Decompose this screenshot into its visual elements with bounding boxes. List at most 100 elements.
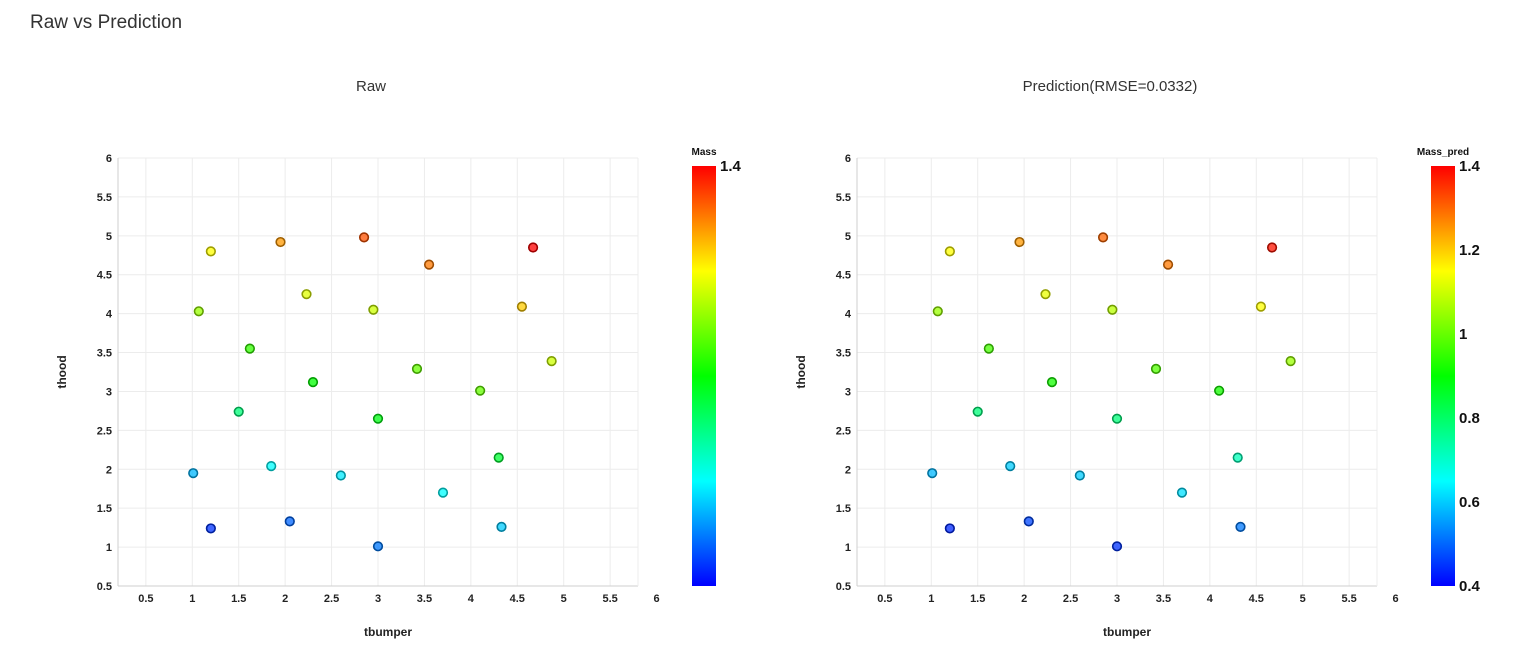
scatter-point [493,452,504,463]
scatter-point [284,516,295,527]
colorbar-tick-label: 1 [1459,326,1467,343]
colorbar-tick-label: 0.6 [1459,494,1480,511]
x-tick-label: 6 [654,593,660,605]
y-tick-label: 5 [845,231,851,243]
x-tick-label: 3 [1114,593,1120,605]
x-tick-label: 2 [282,593,288,605]
chart-0: 0.5 1 1.5 2 2.5 3 3.5 4 4.5 5 5.5 6 0.5 1 1.5 2 2.5 3 3.5 4… [55,147,742,639]
y-tick-label: 1 [845,542,851,554]
scatter-point [1074,470,1085,481]
scatter-point [1266,242,1278,253]
x-tick-label: 1.5 [970,593,985,605]
x-tick-label: 3 [375,593,381,605]
chart-1: 0.5 1 1.5 2 2.5 3 3.5 4 4.5 5 5.5 6 0.5 1 1.5 2 2.5 3 3.5 4… [794,147,1481,639]
x-tick-label: 4 [1207,593,1214,605]
scatter-point [1107,304,1118,315]
y-tick-label: 1.5 [836,503,851,515]
x-tick-label: 2.5 [324,593,339,605]
y-tick-label: 1.5 [97,503,112,515]
chart-title-prediction: Prediction(RMSE=0.0332) [1022,78,1198,95]
scatter-point [527,242,539,253]
scatter-point [193,306,204,317]
colorbar-tick-label: 0.4 [1459,578,1481,595]
scatter-point [188,468,199,479]
scatter-point [1176,487,1188,498]
scatter-point [301,289,312,300]
scatter-point [411,363,423,374]
scatter-point [307,377,319,388]
x-tick-label: 2.5 [1063,593,1078,605]
x-tick-label: 4 [468,593,475,605]
x-axis-label: tbumper [1103,625,1151,639]
y-tick-label: 4 [106,309,113,321]
colorbar-title: Mass_pred [1417,147,1469,158]
scatter-point [1005,461,1016,472]
scatter-point [1285,356,1296,367]
y-axis-label: thood [794,355,808,388]
scatter-point [266,461,277,472]
y-tick-label: 4.5 [836,270,851,282]
colorbar-tick-label: 1.4 [1459,158,1481,175]
x-tick-label: 5.5 [1341,593,1356,605]
scatter-point [423,259,435,270]
colorbar-tick-label: 1.2 [1459,242,1480,259]
scatter-point [1046,377,1058,388]
colorbar-tick-label: 0.8 [1459,410,1480,427]
scatter-point [205,246,216,257]
scatter-point [358,232,370,243]
x-tick-label: 0.5 [877,593,892,605]
scatter-point [1111,413,1123,424]
scatter-point [1235,521,1246,532]
y-tick-label: 5 [106,231,112,243]
x-tick-label: 1.5 [231,593,246,605]
y-tick-label: 6 [845,153,851,165]
scatter-point [205,523,216,534]
y-tick-label: 5.5 [836,192,851,204]
y-tick-label: 3 [845,386,851,398]
y-tick-label: 3.5 [97,348,112,360]
scatter-point [1214,385,1225,396]
scatter-point [437,487,449,498]
y-tick-label: 2 [845,464,851,476]
x-tick-label: 5 [561,593,567,605]
scatter-point [944,523,955,534]
x-axis-label: tbumper [364,625,412,639]
y-tick-label: 2.5 [836,425,851,437]
scatter-point [932,306,943,317]
scatter-point [368,304,379,315]
x-tick-label: 4.5 [510,593,525,605]
x-tick-label: 6 [1393,593,1399,605]
scatter-point [275,236,286,248]
x-tick-label: 3.5 [1156,593,1171,605]
scatter-point [372,413,384,424]
scatter-point [233,406,244,417]
x-tick-label: 3.5 [417,593,432,605]
colorbar-tick-label: 1.4 [720,158,742,175]
colorbar [692,166,716,586]
y-tick-label: 4.5 [97,270,112,282]
scatter-point [1014,236,1025,248]
scatter-point [1255,301,1267,312]
colorbar-title: Mass [691,147,716,158]
scatter-point [516,301,528,312]
y-tick-label: 6 [106,153,112,165]
x-tick-label: 5 [1300,593,1306,605]
scatter-point [927,468,938,479]
y-tick-label: 0.5 [97,581,112,593]
y-tick-label: 3 [106,386,112,398]
x-tick-label: 1 [189,593,195,605]
y-tick-label: 1 [106,542,112,554]
scatter-point [1040,289,1051,300]
scatter-point [1111,541,1123,552]
y-tick-label: 4 [845,309,852,321]
scatter-point [1097,232,1109,243]
scatter-point [1150,363,1162,374]
y-tick-label: 2 [106,464,112,476]
y-tick-label: 0.5 [836,581,851,593]
scatter-point [475,385,486,396]
x-tick-label: 1 [928,593,934,605]
scatter-point [1023,516,1034,527]
y-tick-label: 3.5 [836,348,851,360]
scatter-point [944,246,955,257]
